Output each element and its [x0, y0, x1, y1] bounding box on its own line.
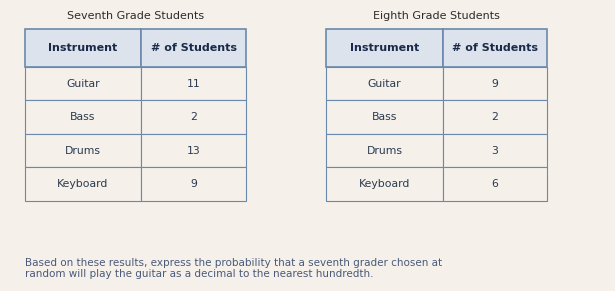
Text: 6: 6 [491, 179, 499, 189]
Text: 3: 3 [491, 146, 499, 156]
Bar [326, 100, 443, 134]
Bar [326, 134, 443, 167]
Bar [443, 167, 547, 201]
Bar [443, 100, 547, 134]
Text: Instrument: Instrument [350, 43, 419, 53]
Bar [25, 100, 141, 134]
Text: 9: 9 [491, 79, 499, 89]
Bar [141, 67, 246, 100]
Text: 11: 11 [187, 79, 200, 89]
Text: Bass: Bass [371, 112, 397, 122]
Text: Based on these results, express the probability that a seventh grader chosen at
: Based on these results, express the prob… [25, 258, 442, 279]
Text: Keyboard: Keyboard [359, 179, 410, 189]
Bar [141, 167, 246, 201]
Text: Instrument: Instrument [49, 43, 117, 53]
Text: 2: 2 [190, 112, 197, 122]
Text: 2: 2 [491, 112, 499, 122]
Bar [141, 29, 246, 67]
Text: Drums: Drums [367, 146, 402, 156]
Text: 9: 9 [190, 179, 197, 189]
Bar [25, 167, 141, 201]
Text: Guitar: Guitar [66, 79, 100, 89]
Text: Guitar: Guitar [368, 79, 401, 89]
Text: Drums: Drums [65, 146, 101, 156]
Text: # of Students: # of Students [452, 43, 538, 53]
Bar [326, 67, 443, 100]
Text: Keyboard: Keyboard [57, 179, 109, 189]
Bar [326, 29, 443, 67]
Bar [443, 29, 547, 67]
Text: Seventh Grade Students: Seventh Grade Students [67, 11, 204, 21]
Text: Eighth Grade Students: Eighth Grade Students [373, 11, 500, 21]
Bar [25, 29, 141, 67]
Bar [25, 67, 141, 100]
Text: Bass: Bass [70, 112, 96, 122]
Bar [443, 67, 547, 100]
Bar [141, 100, 246, 134]
Bar [326, 167, 443, 201]
Text: 13: 13 [187, 146, 200, 156]
Text: # of Students: # of Students [151, 43, 237, 53]
Bar [443, 134, 547, 167]
Bar [25, 134, 141, 167]
Bar [141, 134, 246, 167]
